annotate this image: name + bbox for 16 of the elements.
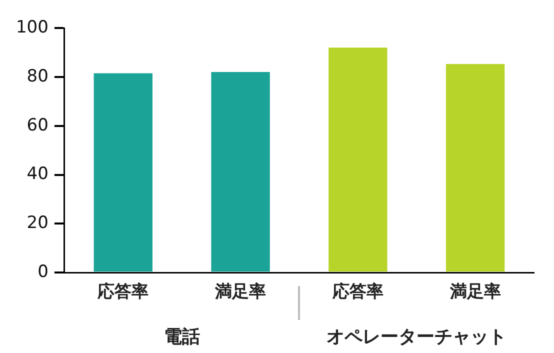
y-tick-label: 100: [16, 17, 48, 38]
y-tick-label: 0: [38, 262, 48, 282]
bar: [94, 73, 152, 272]
x-tick-label: 応答率: [96, 282, 149, 302]
bar: [211, 72, 270, 272]
y-tick-label: 20: [26, 213, 48, 234]
y-tick-label: 80: [26, 66, 48, 86]
bar: [446, 64, 505, 272]
y-tick-label: 40: [26, 164, 48, 184]
x-tick-label: 満足率: [214, 282, 266, 302]
x-tick-label: 応答率: [331, 282, 384, 302]
text: オペレーターチャット: [326, 326, 507, 348]
y-tick-label: 60: [26, 115, 48, 136]
bar: [328, 48, 388, 272]
x-tick-label: 満足率: [448, 282, 501, 302]
text: 電話: [164, 326, 200, 348]
